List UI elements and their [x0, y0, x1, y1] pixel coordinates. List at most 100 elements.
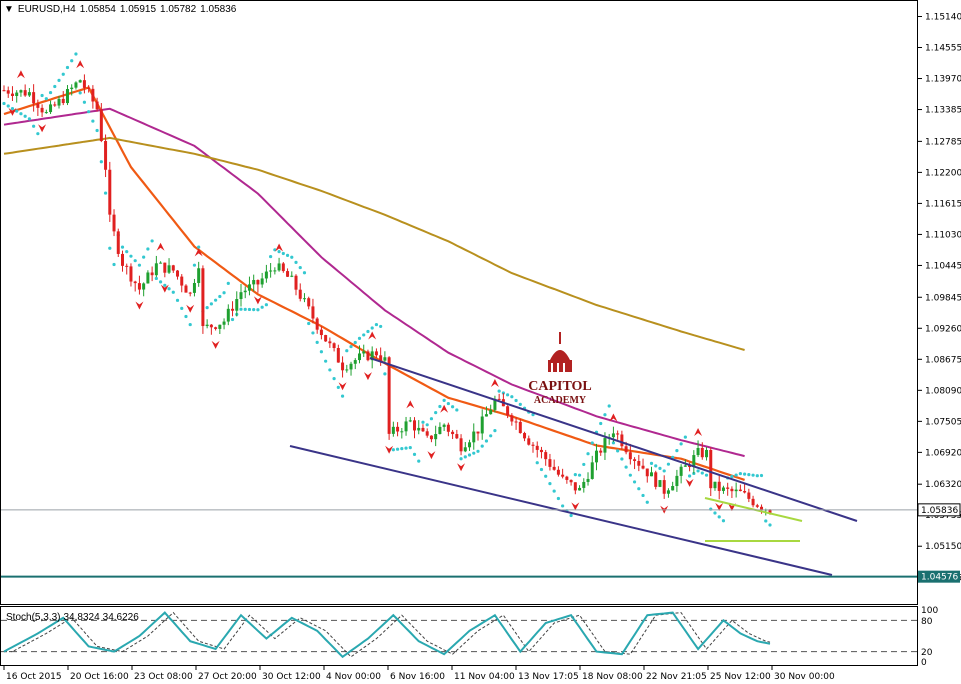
candle [391, 421, 395, 437]
candle [104, 134, 108, 178]
candle [349, 361, 353, 376]
sar-dot [704, 473, 709, 477]
candle [209, 324, 213, 335]
sar-dot [379, 324, 383, 329]
y-tick-label: 1.08090 [925, 386, 961, 396]
candle [379, 347, 383, 366]
current-price-label: 1.05836 [921, 506, 958, 516]
sar-dot [112, 262, 116, 267]
sar-dot [759, 473, 764, 478]
sar-dot [484, 439, 489, 443]
logo-dome-icon [550, 350, 570, 360]
stoch-signal-line [4, 611, 771, 658]
stoch-y-tick-label: 0 [921, 658, 927, 668]
channel-upper-line[interactable] [369, 357, 858, 522]
sar-dot [738, 471, 742, 476]
candle [480, 409, 484, 440]
fractal-down-icon [363, 372, 372, 381]
sar-dot [637, 487, 641, 491]
candle [413, 417, 417, 439]
sar-dot [192, 263, 197, 267]
candle [514, 417, 518, 430]
candle [599, 448, 603, 456]
candle [252, 274, 256, 292]
sar-dot [577, 473, 582, 477]
sar-dot [290, 255, 294, 259]
candle [387, 356, 391, 440]
sar-dot [434, 411, 438, 415]
sar-dot [277, 250, 281, 254]
sar-dot [218, 294, 222, 299]
sar-dot [662, 469, 666, 473]
sar-dot [582, 462, 586, 467]
logo-line2: ACADEMY [534, 395, 587, 406]
candle [633, 457, 637, 470]
sar-dot [400, 447, 404, 451]
candle [205, 319, 209, 329]
y-tick-label: 1.09260 [925, 324, 961, 334]
sar-dot [264, 303, 268, 307]
sar-dot [65, 65, 70, 70]
candle [696, 440, 700, 457]
sar-dot [438, 404, 442, 409]
x-tick-label: 30 Oct 12:00 [262, 672, 321, 682]
marker-price-tag [918, 570, 960, 583]
candle [370, 346, 374, 369]
sar-dot [446, 401, 450, 406]
sar-dot [15, 109, 19, 113]
candle [167, 258, 171, 274]
sar-dot [70, 59, 74, 63]
sar-dot [36, 132, 40, 136]
sar-dot [10, 106, 15, 111]
sar-dot [222, 291, 226, 295]
candle [315, 317, 319, 334]
fractal-up-icon [694, 428, 703, 437]
sar-dot [611, 441, 616, 445]
sar-dot [518, 402, 522, 406]
channel-lower-line[interactable] [289, 445, 833, 576]
ema-fast-line [3, 86, 745, 481]
candle [679, 464, 683, 484]
sar-dot [493, 429, 497, 433]
candle [264, 264, 268, 283]
candle [434, 425, 438, 447]
sar-dot [133, 259, 137, 263]
candle [730, 486, 734, 499]
sar-dot [713, 511, 717, 515]
candle [336, 344, 340, 363]
candle [133, 280, 137, 292]
sar-dot [404, 446, 408, 450]
sar-dot [700, 471, 704, 475]
candle [159, 261, 163, 264]
candle [184, 284, 188, 293]
collapse-arrow-icon[interactable]: ▼ [4, 4, 14, 15]
candle [590, 455, 594, 480]
candle [120, 250, 124, 272]
sar-dot [586, 452, 590, 456]
sar-dot [197, 245, 201, 249]
sar-dot [180, 306, 184, 311]
sar-dot [214, 298, 218, 302]
ma-mid-line [3, 107, 745, 458]
candle [582, 478, 586, 493]
fractal-up-icon [440, 404, 449, 413]
candle [78, 79, 82, 83]
candle [556, 466, 560, 477]
sar-dot [616, 449, 620, 453]
candle [273, 267, 277, 275]
sar-dot [556, 496, 560, 501]
x-tick-label: 27 Oct 20:00 [198, 672, 257, 682]
sar-dot [188, 322, 192, 327]
candle [552, 459, 556, 471]
y-tick-label: 1.15140 [925, 12, 961, 22]
candle [260, 272, 264, 288]
candle [319, 326, 323, 340]
candle [569, 479, 573, 486]
stoch-panel-frame [0, 606, 918, 666]
candle [561, 468, 565, 479]
sar-dot [324, 359, 328, 363]
x-tick-label: 25 Nov 12:00 [710, 672, 771, 682]
candle [700, 442, 704, 460]
sar-dot [302, 271, 307, 275]
candle [218, 324, 222, 335]
